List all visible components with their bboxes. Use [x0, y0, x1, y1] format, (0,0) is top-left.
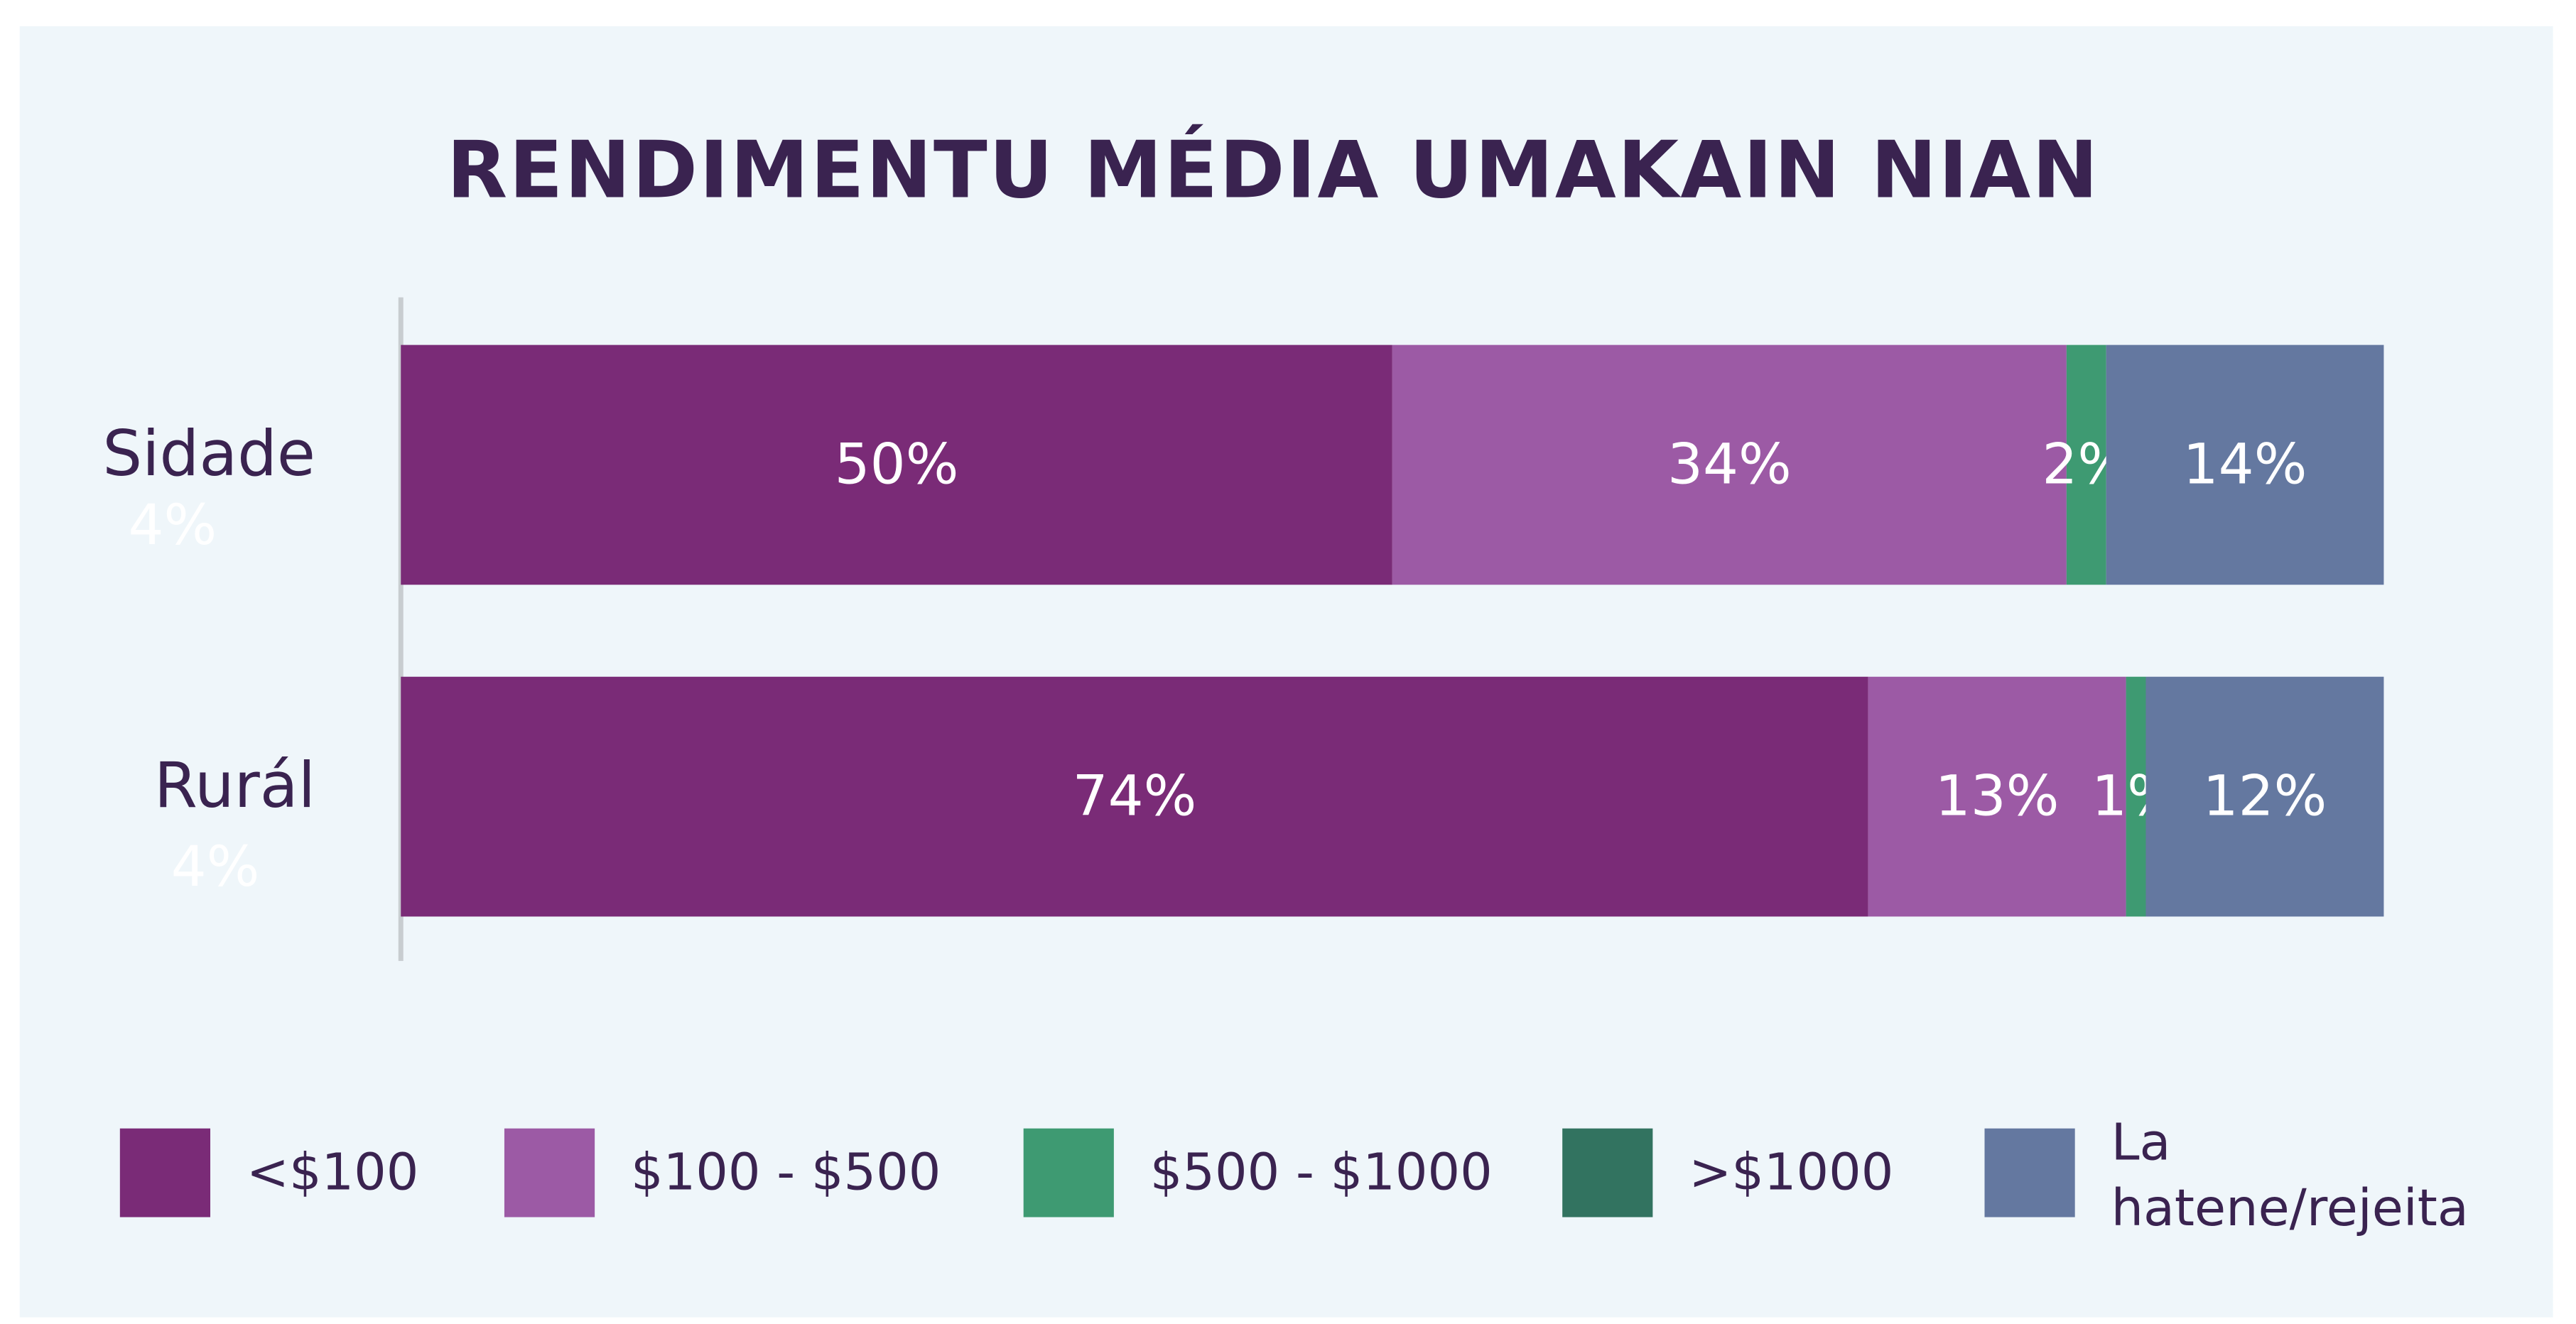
bar-segment	[2106, 344, 2384, 585]
legend-label: <$100	[246, 1143, 419, 1203]
value-label: 14%	[2183, 432, 2307, 497]
y-tick-label: Sidade	[102, 417, 315, 490]
value-label: 4%	[171, 834, 260, 899]
legend-swatch	[1984, 1128, 2075, 1217]
chart-title: RENDIMENTU MÉDIA UMAKAIN NIAN	[447, 124, 2100, 217]
legend-label: La hatene/rejeita	[2111, 1113, 2469, 1239]
bar-segment	[1868, 676, 2126, 917]
value-label: 4%	[128, 492, 217, 558]
bar-segment	[401, 344, 1392, 585]
legend-label: $500 - $1000	[1149, 1143, 1493, 1203]
panel	[19, 26, 2553, 1318]
value-label: 34%	[1667, 432, 1792, 497]
legend-swatch	[1023, 1128, 1114, 1217]
value-label: 74%	[1073, 764, 1197, 829]
legend-label: >$1000	[1689, 1143, 1894, 1203]
legend-item: <$100	[246, 1143, 419, 1203]
legend-item: $100 - $500	[631, 1143, 941, 1203]
bar-segment	[2066, 344, 2106, 585]
value-label: 50%	[835, 432, 959, 497]
value-label: 13%	[1935, 764, 2060, 829]
bar-segment	[401, 676, 1868, 917]
bar-segment	[2126, 676, 2146, 917]
legend-item: $500 - $1000	[1149, 1143, 1493, 1203]
legend-label: $100 - $500	[631, 1143, 941, 1203]
bar-segment	[322, 677, 401, 917]
bar-segment	[2145, 676, 2384, 917]
bar-segment	[322, 345, 401, 585]
legend-swatch	[119, 1128, 210, 1217]
legend-swatch	[504, 1128, 595, 1217]
legend-item: >$1000	[1689, 1143, 1894, 1203]
y-tick-label: Rurál	[154, 749, 315, 822]
value-label: 12%	[2203, 764, 2327, 829]
legend-swatch	[1562, 1128, 1653, 1217]
legend-item: La hatene/rejeita	[2111, 1113, 2469, 1239]
chart-root: RENDIMENTU MÉDIA UMAKAIN NIAN Sidade 50% 3…	[19, 26, 2553, 1318]
bar-segment	[1392, 344, 2067, 585]
